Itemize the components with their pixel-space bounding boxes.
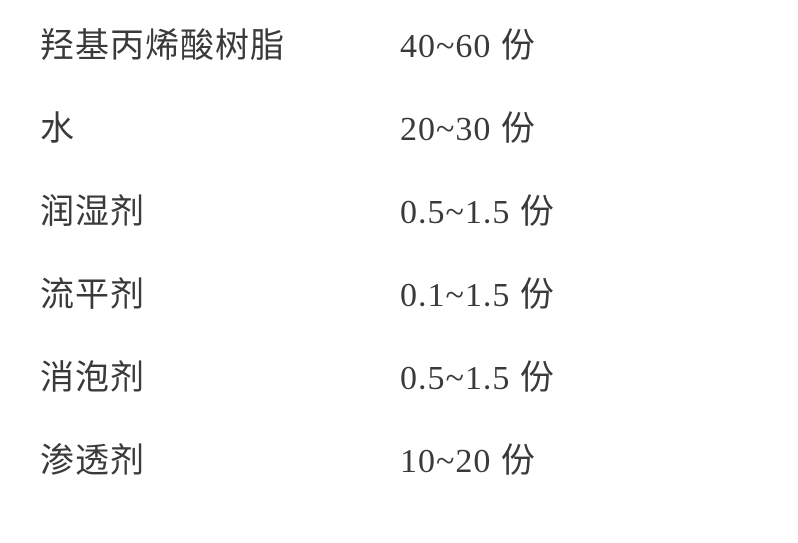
list-item: 渗透剂 10~20 份 [40, 445, 738, 479]
list-item: 流平剂 0.1~1.5 份 [40, 279, 738, 313]
list-item: 羟基丙烯酸树脂 40~60 份 [40, 30, 738, 64]
ingredient-value: 40~60 份 [400, 30, 536, 64]
ingredient-label: 羟基丙烯酸树脂 [40, 30, 400, 64]
ingredient-label: 润湿剂 [40, 196, 400, 230]
list-item: 润湿剂 0.5~1.5 份 [40, 196, 738, 230]
list-item: 消泡剂 0.5~1.5 份 [40, 362, 738, 396]
ingredient-label: 水 [40, 113, 400, 147]
ingredient-label: 消泡剂 [40, 362, 400, 396]
ingredient-value: 0.5~1.5 份 [400, 362, 555, 396]
list-item: 水 20~30 份 [40, 113, 738, 147]
ingredient-value: 0.1~1.5 份 [400, 279, 555, 313]
ingredient-value: 20~30 份 [400, 113, 536, 147]
ingredient-label: 渗透剂 [40, 445, 400, 479]
ingredient-label: 流平剂 [40, 279, 400, 313]
ingredient-value: 0.5~1.5 份 [400, 196, 555, 230]
ingredient-value: 10~20 份 [400, 445, 536, 479]
ingredient-list: 羟基丙烯酸树脂 40~60 份 水 20~30 份 润湿剂 0.5~1.5 份 … [0, 0, 798, 509]
